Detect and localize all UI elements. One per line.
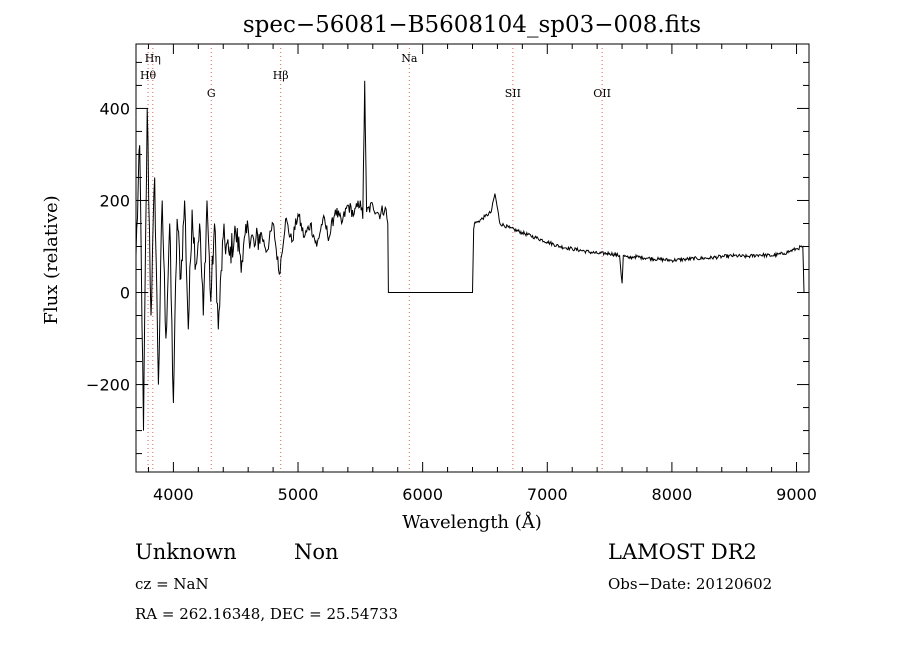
line-marker-label: G	[207, 87, 216, 100]
object-subclass: Non	[294, 540, 339, 564]
tick-labels: 4000 5000 6000 7000 8000 9000 −200 0 200 400	[86, 99, 817, 504]
axis-ticks	[136, 44, 809, 472]
spectrum-line	[135, 80, 805, 431]
line-marker-label: Hθ	[140, 69, 157, 82]
x-tick-label: 4000	[153, 485, 194, 504]
survey-name: LAMOST DR2	[608, 540, 757, 564]
y-tick-label: 0	[120, 284, 130, 303]
x-axis-label: Wavelength (Å)	[402, 511, 542, 533]
coordinates: RA = 262.16348, DEC = 25.54733	[135, 605, 399, 623]
line-markers: Hη Hθ G Hβ Na SII OII	[140, 44, 611, 472]
observation-date: Obs−Date: 20120602	[608, 575, 773, 593]
y-tick-label: −200	[86, 376, 130, 395]
line-marker-label: Na	[401, 52, 418, 65]
x-tick-label: 5000	[278, 485, 319, 504]
line-marker-label: Hβ	[273, 69, 289, 82]
line-marker-label: OII	[593, 87, 611, 100]
y-tick-label: 400	[99, 99, 130, 118]
line-marker-label: Hη	[145, 52, 161, 65]
line-marker-label: SII	[505, 87, 521, 100]
y-axis-label: Flux (relative)	[41, 195, 62, 324]
x-tick-label: 9000	[776, 485, 817, 504]
y-tick-label: 200	[99, 191, 130, 210]
object-class: Unknown	[135, 540, 237, 564]
x-tick-label: 8000	[652, 485, 693, 504]
redshift-value: cz = NaN	[135, 575, 209, 593]
x-tick-label: 7000	[527, 485, 568, 504]
x-tick-label: 6000	[402, 485, 443, 504]
chart-title: spec−56081−B5608104_sp03−008.fits	[243, 12, 701, 38]
